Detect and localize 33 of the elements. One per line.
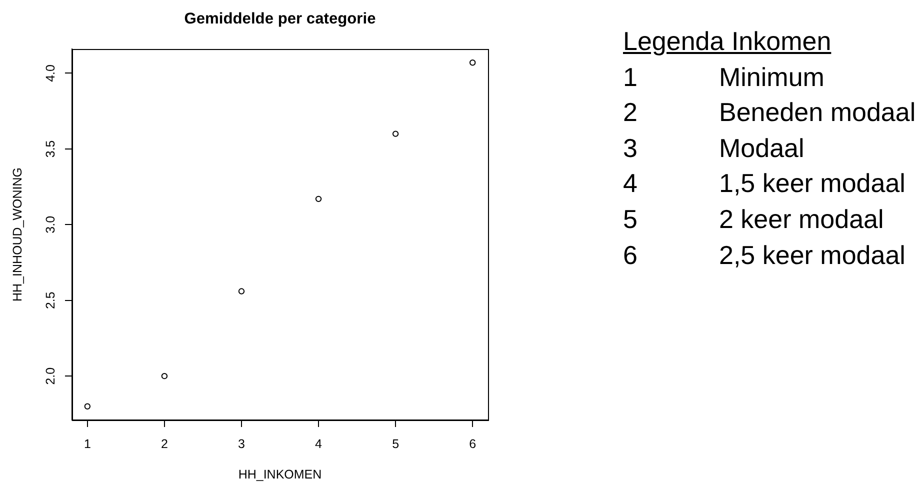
point — [469, 60, 476, 66]
text: 2,5 keer modaal — [719, 240, 906, 272]
text: 1 — [623, 62, 638, 94]
text: 1,5 keer modaal — [719, 168, 906, 200]
x-tick-label: 6 — [469, 436, 476, 451]
text: 2 — [623, 97, 638, 129]
point — [315, 196, 322, 202]
text: 3 — [623, 132, 638, 164]
x-tick-label: 3 — [238, 436, 246, 451]
x-tick-label: 1 — [84, 436, 91, 451]
y-axis-title: HH_INHOUD_WONING — [10, 167, 24, 302]
y-tick-label: 2.0 — [43, 367, 58, 385]
text: 6 — [623, 240, 638, 272]
y-tick-label: 4.0 — [43, 64, 58, 82]
x-tick-label: 5 — [392, 436, 400, 451]
x-tick-label: 4 — [315, 436, 322, 451]
point — [238, 288, 245, 294]
point — [161, 372, 168, 380]
text: 4 — [623, 168, 638, 200]
point — [392, 130, 399, 137]
text: Minimum — [719, 62, 826, 94]
chart-title: Gemiddelde per categorie — [184, 10, 376, 28]
x-axis-title: HH_INKOMEN — [238, 467, 322, 482]
text: Beneden modaal — [719, 97, 916, 129]
x-tick-label: 2 — [160, 436, 168, 451]
y-tick-label: 3.0 — [43, 216, 58, 234]
text: Modaal — [719, 132, 806, 164]
text: 5 — [623, 204, 638, 236]
text: 2 keer modaal — [719, 204, 885, 236]
y-tick-label: 3.5 — [43, 140, 58, 158]
y-tick-label: 2.5 — [43, 292, 58, 310]
text: Legenda Inkomen — [623, 26, 832, 58]
point — [84, 403, 91, 410]
